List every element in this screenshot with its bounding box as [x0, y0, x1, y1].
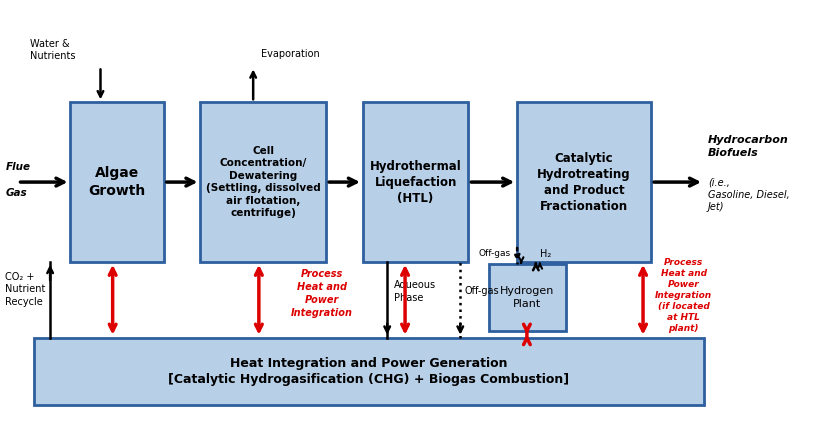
Text: Off-gas: Off-gas [478, 249, 510, 258]
Text: Catalytic
Hydrotreating
and Product
Fractionation: Catalytic Hydrotreating and Product Frac… [537, 151, 631, 213]
FancyBboxPatch shape [200, 102, 326, 262]
Text: (i.e.,
Gasoline, Diesel,
Jet): (i.e., Gasoline, Diesel, Jet) [708, 177, 790, 212]
FancyBboxPatch shape [363, 102, 469, 262]
Text: Hydrocarbon
Biofuels: Hydrocarbon Biofuels [708, 135, 789, 157]
Text: Algae
Growth: Algae Growth [89, 166, 146, 198]
FancyBboxPatch shape [518, 102, 651, 262]
Text: Flue: Flue [6, 162, 30, 172]
Text: Hydrothermal
Liquefaction
(HTL): Hydrothermal Liquefaction (HTL) [370, 159, 461, 205]
Text: Off-gas: Off-gas [465, 286, 499, 297]
Text: Hydrogen
Plant: Hydrogen Plant [500, 286, 554, 309]
Text: H₂: H₂ [540, 249, 551, 258]
FancyBboxPatch shape [70, 102, 164, 262]
Text: Heat Integration and Power Generation
[Catalytic Hydrogasification (CHG) + Bioga: Heat Integration and Power Generation [C… [169, 357, 570, 386]
FancyBboxPatch shape [34, 338, 704, 405]
FancyBboxPatch shape [489, 264, 566, 331]
Text: Cell
Concentration/
Dewatering
(Settling, dissolved
air flotation,
centrifuge): Cell Concentration/ Dewatering (Settling… [206, 146, 321, 218]
Text: Aqueous
Phase: Aqueous Phase [394, 280, 436, 302]
Text: Process
Heat and
Power
Integration
(if located
at HTL
plant): Process Heat and Power Integration (if l… [655, 258, 712, 333]
Text: CO₂ +
Nutrient
Recycle: CO₂ + Nutrient Recycle [6, 272, 46, 307]
Text: Water &
Nutrients: Water & Nutrients [30, 38, 75, 61]
Text: Process
Heat and
Power
Integration: Process Heat and Power Integration [291, 269, 353, 318]
Text: Evaporation: Evaporation [262, 49, 320, 59]
Text: Gas: Gas [6, 188, 27, 198]
